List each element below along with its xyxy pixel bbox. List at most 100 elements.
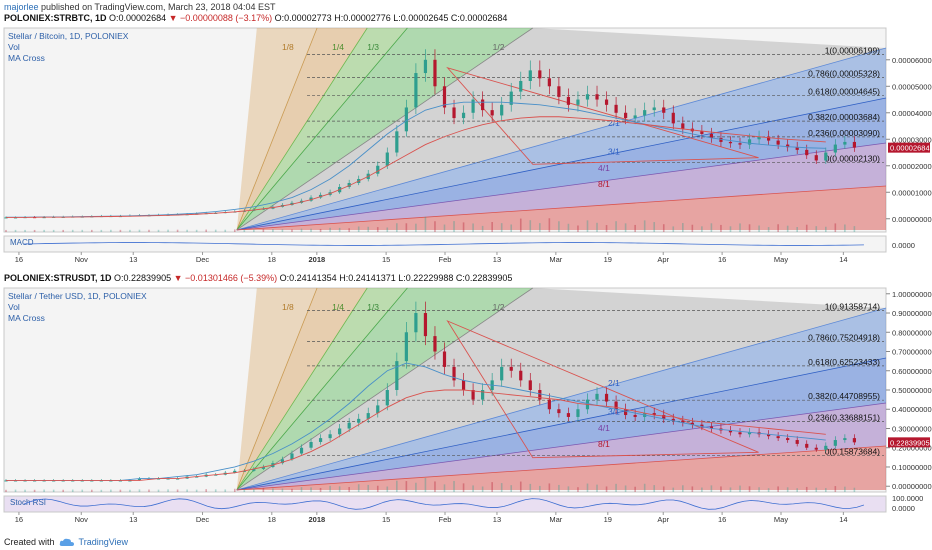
volume-bar xyxy=(272,229,274,232)
gann-fan-line xyxy=(236,27,408,231)
volume-bar xyxy=(100,229,103,232)
candle-body xyxy=(442,351,447,367)
candle-body xyxy=(261,466,265,469)
volume-bar xyxy=(291,488,293,492)
candle-body xyxy=(233,470,237,473)
candle-body xyxy=(357,418,361,423)
volume-bar xyxy=(710,223,713,232)
candle-body xyxy=(528,70,532,81)
volume-bar xyxy=(491,222,493,232)
gann-fan-line xyxy=(236,287,318,491)
x-tick-label: 14 xyxy=(839,515,847,524)
candle-body xyxy=(604,99,609,105)
o-value-2: 0.24141354 xyxy=(289,273,337,283)
volume-bar xyxy=(367,484,370,492)
x-tick-label: Nov xyxy=(75,515,89,524)
h-value-2: 0.24141371 xyxy=(348,273,396,283)
volume-bar xyxy=(701,226,703,232)
volume-bar xyxy=(777,224,779,232)
last-price-box xyxy=(888,142,930,153)
volume-bar xyxy=(729,487,732,492)
volume-bar xyxy=(472,485,474,492)
volume-bar xyxy=(519,218,522,232)
y-tick-label: 0.50000000 xyxy=(892,386,932,395)
chart-panel-strbtc[interactable]: 1/8 1/4 1/3 1/2 2/1 3/1 4/1 8/1 1(0.00006199) 0.7… xyxy=(0,24,932,272)
volume-bar xyxy=(481,486,484,492)
gann-fan-label: 1/2 xyxy=(493,42,505,52)
volume-bar xyxy=(844,224,846,232)
price-down-triangle-icon: ▼ xyxy=(168,13,178,23)
symbol-2[interactable]: POLONIEX:STRUSDT, 1D xyxy=(4,273,112,283)
candle-body xyxy=(643,110,647,116)
volume-bar xyxy=(586,483,589,492)
candle-body xyxy=(681,420,685,423)
volume-bar xyxy=(815,226,818,232)
x-tick-label: Mar xyxy=(549,255,562,264)
legend-vol-2[interactable]: Vol xyxy=(8,302,20,312)
volume-bar xyxy=(224,229,227,232)
legend-title-1[interactable]: Stellar / Bitcoin, 1D, POLONIEX xyxy=(8,31,129,41)
legend-ma-2[interactable]: MA Cross xyxy=(8,313,45,323)
candle-body xyxy=(538,390,542,400)
fib-level-label: 0.786(0.75204918) xyxy=(808,333,880,343)
candle-body xyxy=(700,131,704,134)
indicator-area xyxy=(3,495,887,513)
candle-body xyxy=(843,438,847,441)
gann-fan-label: 1/4 xyxy=(332,302,344,312)
volume-bar xyxy=(462,222,465,232)
volume-bar xyxy=(157,489,160,492)
volume-bar xyxy=(682,223,684,232)
tradingview-brand[interactable]: TradingView xyxy=(78,537,129,547)
fib-level-label: 1(0.00006199) xyxy=(825,46,880,56)
volume-bar xyxy=(729,226,732,232)
volume-bar xyxy=(157,229,160,232)
volume-bar xyxy=(167,489,169,492)
y-tick-label: 0.30000000 xyxy=(892,424,932,433)
candle-body xyxy=(652,413,656,416)
publish-info: published on TradingView.com, March 23, … xyxy=(41,2,276,12)
volume-bar xyxy=(148,229,150,232)
fib-level-label: 0.618(0.00004645) xyxy=(808,87,880,97)
author-link[interactable]: majorlee xyxy=(4,2,39,12)
candle-body xyxy=(576,409,580,417)
legend-vol-1[interactable]: Vol xyxy=(8,42,20,52)
candle-body xyxy=(433,59,437,87)
volume-bar xyxy=(701,487,703,492)
gann-fan-band xyxy=(236,28,886,230)
open-value-2: 0.22839905 xyxy=(123,273,172,283)
volume-bar xyxy=(529,220,532,232)
candle-body xyxy=(843,141,847,145)
volume-bar xyxy=(376,227,379,232)
created-with: Created with xyxy=(4,537,55,547)
candle-body xyxy=(633,115,637,119)
volume-bar xyxy=(805,224,808,232)
gann-fan-line xyxy=(236,27,368,231)
x-tick-label: 16 xyxy=(15,515,23,524)
publish-header: majorlee published on TradingView.com, M… xyxy=(4,2,276,12)
volume-bar xyxy=(662,486,665,492)
candle-body xyxy=(500,366,504,381)
volume-bar xyxy=(805,486,808,492)
y-tick-label: 0.00005000 xyxy=(892,82,932,91)
legend-title-2[interactable]: Stellar / Tether USD, 1D, POLONIEX xyxy=(8,291,147,301)
chart-panel-strusdt[interactable]: 1/8 1/4 1/3 1/2 2/1 3/1 4/1 8/1 1(0.91358714) 0.7… xyxy=(0,284,932,530)
candle-body xyxy=(786,144,790,148)
x-tick-label: 2018 xyxy=(308,515,325,524)
volume-bar xyxy=(472,223,474,232)
volume-bar xyxy=(81,229,84,232)
volume-bar xyxy=(558,484,560,492)
candle-body xyxy=(318,438,323,442)
volume-bar xyxy=(43,489,45,492)
candle-body xyxy=(61,480,65,482)
candle-body xyxy=(385,390,389,406)
gann-fan-line xyxy=(236,287,534,491)
volume-bar xyxy=(443,224,446,232)
candle-body xyxy=(700,424,704,427)
symbol-1[interactable]: POLONIEX:STRBTC, 1D xyxy=(4,13,107,23)
candle-body xyxy=(814,155,818,161)
volume-bar xyxy=(319,228,322,232)
legend-ma-1[interactable]: MA Cross xyxy=(8,53,45,63)
candle-body xyxy=(767,434,771,437)
volume-bar xyxy=(796,227,799,232)
candle-body xyxy=(614,401,618,410)
